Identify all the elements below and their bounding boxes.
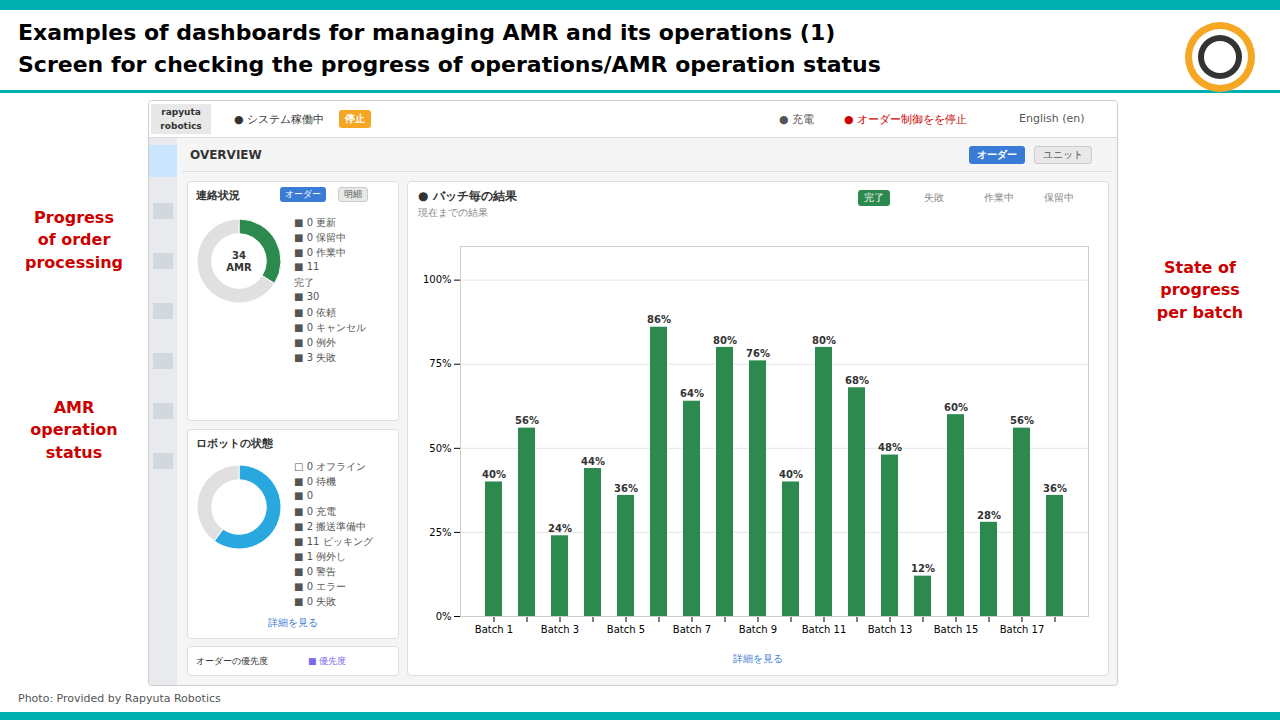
html-text:失敗: 失敗 [924,192,944,203]
html-text:連絡状況: 連絡状況 [196,189,240,202]
html-text:● バッチ毎の結果: ● バッチ毎の結果 [418,189,517,203]
html-text:■ 0 充電: ■ 0 充電 [294,506,337,517]
svg-text:50%: 50% [429,443,451,454]
html-text:■ 0 失敗: ■ 0 失敗 [294,596,337,607]
svg-text:56%: 56% [515,415,539,426]
svg-text:0%: 0% [436,611,452,622]
html-text:完了: 完了 [294,277,314,288]
svg-text:Batch 13: Batch 13 [868,624,913,635]
html-text:■ 0 作業中: ■ 0 作業中 [294,247,347,258]
html-text:Photo: Provided by Rapyuta Rob: Photo: Provided by Rapyuta Robotics [18,692,221,705]
html-text:■ 0 待機: ■ 0 待機 [294,476,337,487]
svg-text:64%: 64% [680,388,704,399]
html-text:● システム稼働中: ● システム稼働中 [234,113,325,126]
html-text:オーダー: オーダー [285,189,321,199]
svg-text:40%: 40% [779,469,803,480]
html-text:■ 30: ■ 30 [294,291,320,302]
html-text:ユニット: ユニット [1043,149,1083,160]
svg-text:36%: 36% [1043,483,1067,494]
html-text:保留中: 保留中 [1044,192,1074,203]
html-text:■ 2 搬送準備中: ■ 2 搬送準備中 [294,521,367,532]
html-text:■ 0 依頼: ■ 0 依頼 [294,307,337,318]
html-text:停止: 停止 [345,113,365,124]
html-text:English (en): English (en) [1019,112,1085,125]
svg-text:Batch 15: Batch 15 [934,624,979,635]
html-text:Screen for checking the progre: Screen for checking the progress of oper… [18,52,881,77]
html-text:■ 0 更新: ■ 0 更新 [294,217,337,228]
html-text:オーダー: オーダー [977,149,1017,160]
html-text:■ 11 ピッキング: ■ 11 ピッキング [294,536,373,547]
svg-text:75%: 75% [429,358,451,369]
html-text:■ 0 エラー: ■ 0 エラー [294,581,347,592]
html-text:■ 優先度: ■ 優先度 [308,656,347,666]
svg-text:100%: 100% [423,274,452,285]
svg-text:76%: 76% [746,348,770,359]
svg-text:40%: 40% [482,469,506,480]
svg-text:34AMR: 34AMR [226,250,252,273]
html-text:OVERVIEW: OVERVIEW [190,148,262,162]
html-text:■ 11: ■ 11 [294,261,320,272]
svg-text:Batch 11: Batch 11 [802,624,847,635]
html-text:■ 1 例外し: ■ 1 例外し [294,551,347,562]
svg-text:12%: 12% [911,563,935,574]
svg-text:Batch 1: Batch 1 [475,624,513,635]
html-text:● 充電: ● 充電 [779,113,815,126]
svg-text:60%: 60% [944,402,968,413]
html-text:明細: 明細 [344,189,362,199]
html-text:オーダーの優先度: オーダーの優先度 [196,656,268,666]
html-text:● オーダー制御をを停止: ● オーダー制御をを停止 [844,113,968,126]
svg-text:Batch 7: Batch 7 [673,624,711,635]
html-text:■ 0 保留中: ■ 0 保留中 [294,232,347,243]
html-text:■ 3 失敗: ■ 3 失敗 [294,352,337,363]
html-text:現在までの結果: 現在までの結果 [418,207,488,218]
html-text:作業中: 作業中 [984,192,1014,203]
svg-text:Batch 5: Batch 5 [607,624,645,635]
svg-text:56%: 56% [1010,415,1034,426]
html-text:ロボットの状態: ロボットの状態 [196,437,273,450]
svg-text:24%: 24% [548,523,572,534]
svg-text:44%: 44% [581,456,605,467]
svg-text:80%: 80% [812,335,836,346]
svg-text:28%: 28% [977,510,1001,521]
svg-text:48%: 48% [878,442,902,453]
svg-text:Batch 3: Batch 3 [541,624,579,635]
html-text:AMR operation status: AMR operation status [30,398,118,462]
html-text:詳細を見る: 詳細を見る [733,653,783,664]
svg-text:25%: 25% [429,527,451,538]
html-text:Examples of dashboards for man: Examples of dashboards for managing AMR … [18,20,836,45]
html-text:■ 0 警告: ■ 0 警告 [294,566,337,577]
html-text:詳細を見る: 詳細を見る [268,617,318,628]
html-text:■ 0: ■ 0 [294,490,313,501]
html-text:State of progress per batch: State of progress per batch [1156,258,1244,322]
svg-text:36%: 36% [614,483,638,494]
html-text:rapyuta robotics: rapyuta robotics [160,107,202,131]
svg-text:Batch 17: Batch 17 [1000,624,1045,635]
svg-text:68%: 68% [845,375,869,386]
svg-text:Batch 9: Batch 9 [739,624,777,635]
html-text:Progress of order processing: Progress of order processing [25,208,123,272]
svg-text:80%: 80% [713,335,737,346]
svg-text:86%: 86% [647,314,671,325]
html-text:完了: 完了 [864,192,884,203]
html-text:■ 0 キャンセル: ■ 0 キャンセル [294,322,367,333]
html-text:■ 0 例外: ■ 0 例外 [294,337,337,348]
html-text:□ 0 オフライン: □ 0 オフライン [294,461,367,472]
